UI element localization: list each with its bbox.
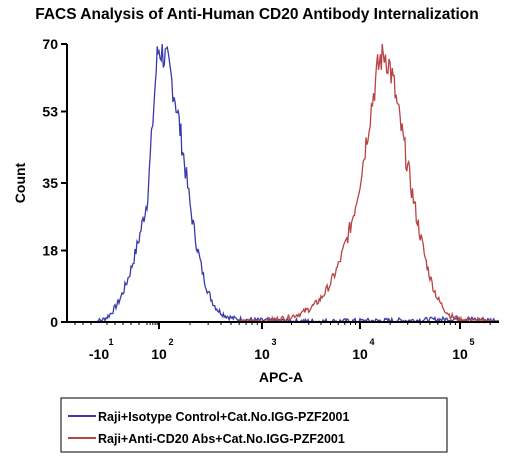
x-axis-minor-ticks — [74, 322, 491, 329]
y-tick-label: 53 — [42, 104, 58, 120]
x-tick-exponent: 2 — [168, 337, 173, 347]
x-tick-exponent: 3 — [271, 337, 276, 347]
x-tick-base: 10 — [254, 346, 270, 362]
x-tick-base: -10 — [89, 346, 109, 362]
x-tick-exponent: 1 — [108, 337, 113, 347]
x-tick-exponent: 4 — [369, 337, 374, 347]
chart-title: FACS Analysis of Anti-Human CD20 Antibod… — [35, 6, 479, 23]
x-tick-label: 104 — [352, 337, 374, 362]
legend-label-1: Raji+Isotype Control+Cat.No.IGG-PZF2001 — [98, 410, 349, 424]
x-tick-label: 105 — [452, 337, 474, 362]
series-line-2 — [238, 43, 499, 324]
x-tick-base: 10 — [151, 346, 167, 362]
x-tick-exponent: 5 — [469, 337, 474, 347]
series-layer — [92, 43, 500, 324]
y-axis-label: Count — [12, 162, 28, 203]
legend-box — [60, 397, 448, 453]
y-tick-label: 35 — [42, 175, 58, 191]
x-tick-label: 102 — [151, 337, 173, 362]
x-tick-base: 10 — [352, 346, 368, 362]
y-axis-ticks: 0 18 35 53 70 — [42, 36, 67, 330]
legend: Raji+Isotype Control+Cat.No.IGG-PZF2001 R… — [60, 397, 448, 453]
x-axis-label: APC-A — [259, 369, 303, 385]
x-tick-label: 103 — [254, 337, 276, 362]
series-line-1 — [92, 43, 500, 324]
legend-label-2: Raji+Anti-CD20 Abs+Cat.No.IGG-PZF2001 — [98, 432, 345, 446]
x-tick-label: -101 — [89, 337, 114, 362]
legend-items: Raji+Isotype Control+Cat.No.IGG-PZF2001 R… — [68, 410, 349, 446]
y-tick-label: 18 — [42, 243, 58, 259]
x-tick-base: 10 — [452, 346, 468, 362]
y-tick-label: 70 — [42, 36, 58, 52]
y-tick-label: 0 — [50, 314, 58, 330]
